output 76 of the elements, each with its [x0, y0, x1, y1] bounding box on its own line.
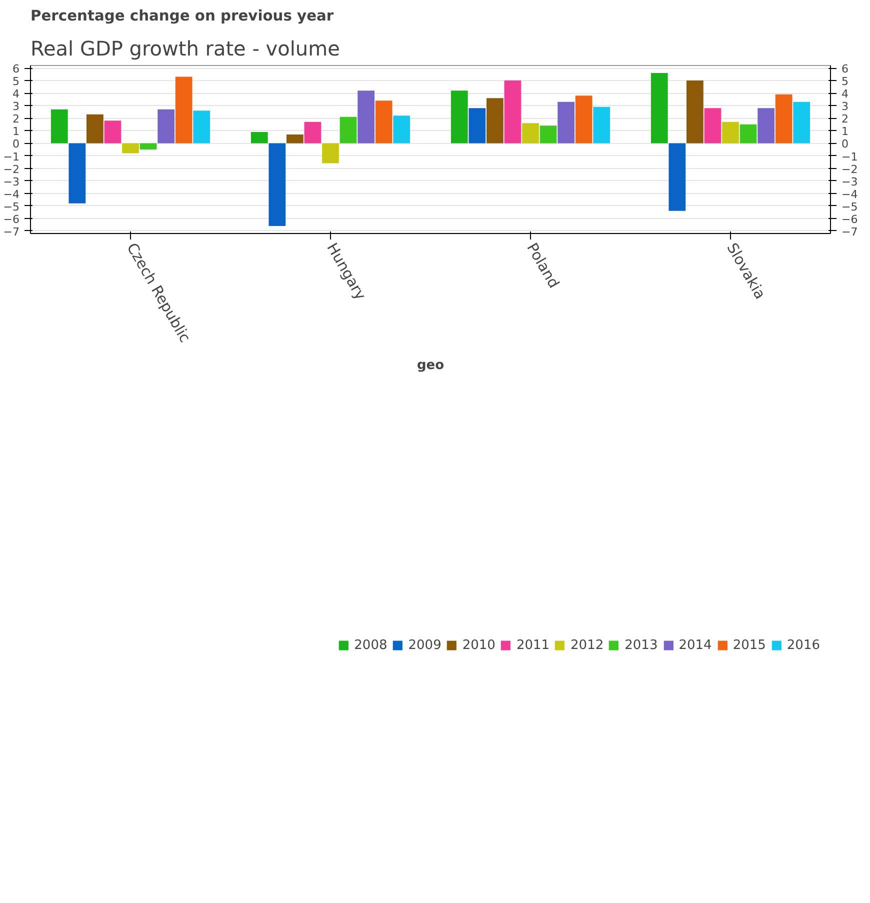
- y-tick-label: 0: [12, 138, 20, 151]
- y-tick-label: 6: [12, 62, 20, 76]
- y2-tick-label: 3: [842, 100, 848, 114]
- y2-tick-label: −3: [842, 175, 858, 188]
- y2-tick-label: −7: [842, 225, 858, 238]
- bar: [122, 143, 139, 154]
- bar: [175, 76, 192, 144]
- bar: [575, 96, 592, 144]
- bar: [775, 94, 792, 144]
- chart-subtitle: Percentage change on previous year: [30, 8, 334, 24]
- chart-title: Real GDP growth rate - volume: [30, 36, 340, 60]
- bar: [375, 100, 392, 144]
- legend-label: 2014: [678, 638, 712, 652]
- bar: [740, 124, 757, 144]
- bar: [358, 90, 374, 144]
- y2-tick-label: 5: [842, 75, 848, 88]
- bar: [668, 143, 686, 211]
- bar: [250, 132, 268, 144]
- bar: [304, 122, 322, 144]
- bar: [522, 123, 539, 144]
- y2-tick-label: 0: [842, 138, 848, 151]
- bar: [650, 73, 668, 144]
- bar: [86, 114, 104, 144]
- y-tick-label: −2: [3, 162, 20, 176]
- y2-tick-label: 4: [842, 88, 848, 101]
- bar: [286, 134, 304, 144]
- bar: [593, 106, 610, 144]
- y-tick-label: −5: [3, 200, 20, 214]
- y2-tick-label: −5: [842, 200, 858, 214]
- bar: [104, 120, 122, 144]
- bar: [140, 143, 157, 150]
- bar: [193, 110, 210, 144]
- y-tick-label: −6: [3, 212, 20, 226]
- bar: [686, 80, 704, 144]
- y-tick-label: 3: [12, 100, 20, 114]
- bar: [340, 116, 357, 144]
- bar: [704, 108, 722, 144]
- bar: [486, 98, 504, 144]
- legend-label: 2015: [732, 638, 766, 652]
- legend-label: 2011: [516, 638, 550, 652]
- bar: [540, 126, 557, 144]
- legend-label: 2008: [354, 638, 388, 652]
- bar: [268, 143, 286, 226]
- y-tick-label: 2: [12, 112, 20, 126]
- bar: [793, 102, 810, 144]
- bar: [393, 116, 410, 144]
- y2-tick-label: 1: [842, 125, 848, 138]
- bar: [68, 143, 86, 204]
- y2-tick-label: −2: [842, 162, 858, 176]
- legend-label: 2010: [462, 638, 496, 652]
- y-tick-label: −4: [3, 188, 20, 201]
- y-tick-label: 4: [12, 88, 20, 101]
- y-tick-label: 1: [12, 125, 20, 138]
- y-tick-label: −1: [3, 150, 20, 164]
- legend-label: 2009: [408, 638, 442, 652]
- legend-label: 2013: [624, 638, 658, 652]
- y2-tick-label: −4: [842, 188, 858, 201]
- bar: [50, 109, 68, 144]
- y2-tick-label: −1: [842, 150, 858, 164]
- bar: [758, 108, 774, 144]
- legend-label: 2016: [786, 638, 820, 652]
- y2-tick-label: −6: [842, 212, 858, 226]
- bar: [158, 109, 174, 144]
- bar: [558, 102, 574, 144]
- bar: [468, 108, 486, 144]
- bar: [504, 80, 522, 144]
- bar: [322, 143, 339, 164]
- bar: [450, 90, 468, 144]
- bar: [722, 122, 739, 144]
- x-axis-title: geo: [416, 358, 444, 373]
- y-tick-label: −3: [3, 175, 20, 188]
- legend-label: 2012: [570, 638, 604, 652]
- y2-tick-label: 2: [842, 112, 848, 126]
- y2-tick-label: 6: [842, 62, 848, 76]
- y-tick-label: −7: [3, 225, 20, 238]
- y-tick-label: 5: [12, 75, 20, 88]
